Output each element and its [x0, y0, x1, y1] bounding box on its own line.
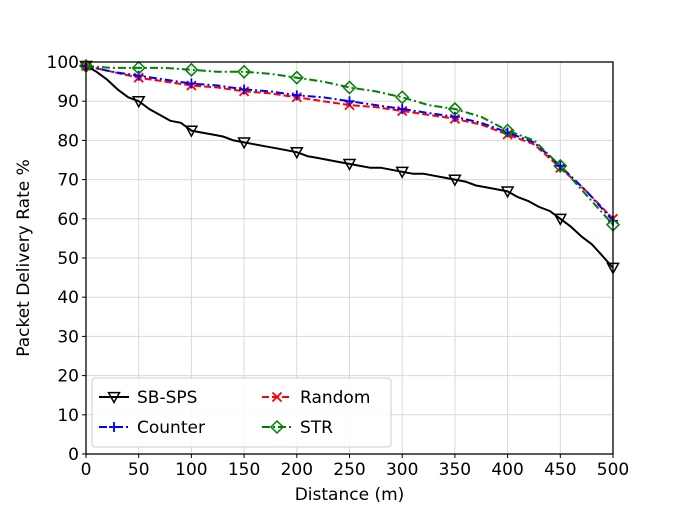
data-point-counter: [344, 96, 355, 107]
legend-marker: [107, 391, 121, 405]
x-tick-label: 250: [333, 460, 365, 480]
y-tick-label: 90: [57, 92, 79, 112]
y-tick-label: 30: [57, 327, 79, 347]
data-point-str: [447, 101, 462, 117]
series-line-str: [85, 64, 614, 226]
data-point-counter: [449, 111, 460, 122]
data-point-counter: [397, 104, 408, 115]
y-tick-label: 60: [57, 210, 79, 230]
legend-marker: [109, 422, 119, 432]
legend-line-sb-sps: [99, 391, 129, 405]
data-point-str: [237, 64, 252, 79]
data-point-str: [395, 90, 410, 105]
legend-line-random: [262, 391, 292, 403]
legend-marker: [271, 391, 283, 403]
y-tick-label: 20: [57, 367, 79, 387]
data-point-str: [553, 158, 568, 173]
x-tick-label: 200: [281, 460, 313, 480]
data-point-str: [131, 60, 146, 75]
data-point-sb-sps: [237, 137, 251, 150]
x-tick-label: 100: [175, 460, 207, 480]
legend-entry-sb-sps: SB-SPS: [99, 388, 197, 408]
y-tick-label: 70: [57, 171, 79, 191]
data-point-counter: [133, 70, 144, 81]
data-point-sb-sps: [448, 174, 462, 187]
legend-entry-counter: Counter: [99, 418, 205, 438]
data-point-sb-sps: [342, 158, 357, 171]
data-point-counter: [291, 90, 302, 101]
data-point-str: [184, 62, 199, 77]
legend: SB-SPS Random Counter STR: [91, 377, 392, 448]
legend-entry-random: Random: [262, 388, 370, 408]
series-layer: [78, 58, 621, 275]
series-line-sb-sps: [85, 65, 614, 269]
series-str: [78, 58, 621, 232]
data-point-str: [289, 70, 304, 85]
x-tick-label: 500: [597, 460, 629, 480]
y-tick-label: 100: [47, 53, 79, 73]
data-point-sb-sps: [290, 147, 304, 160]
legend-box: [91, 377, 392, 448]
y-tick-label: 50: [57, 249, 79, 269]
x-tick-label: 0: [81, 460, 92, 480]
data-point-sb-sps: [395, 166, 409, 179]
legend-entry-str: STR: [262, 418, 333, 438]
data-point-counter: [239, 84, 250, 95]
legend-line-counter: [99, 422, 129, 432]
x-tick-label: 350: [439, 460, 471, 480]
x-tick-label: 300: [386, 460, 418, 480]
legend-label-sb-sps: SB-SPS: [137, 388, 197, 408]
data-point-sb-sps: [500, 186, 515, 199]
x-tick-label: 150: [228, 460, 260, 480]
legend-label-counter: Counter: [137, 418, 205, 438]
x-axis-label: Distance (m): [295, 485, 405, 505]
x-tick-label: 450: [544, 460, 576, 480]
axis-ticks: 0 50 100 150 200 250 300 350 400 450 500 0 10 20 30 40 5…: [47, 53, 630, 480]
data-point-sb-sps: [184, 125, 199, 138]
legend-label-str: STR: [300, 418, 333, 438]
y-tick-label: 80: [57, 131, 79, 151]
data-point-str: [342, 80, 357, 95]
data-point-sb-sps: [131, 96, 146, 109]
data-point-sb-sps: [553, 213, 568, 226]
data-point-counter: [186, 78, 197, 89]
legend-marker: [269, 419, 285, 435]
x-tick-label: 400: [491, 460, 523, 480]
x-tick-label: 50: [128, 460, 150, 480]
data-point-str: [500, 123, 515, 138]
y-axis-label: Packet Delivery Rate %: [14, 159, 34, 357]
legend-line-str: [262, 419, 292, 435]
legend-label-random: Random: [300, 388, 370, 408]
y-tick-label: 0: [68, 445, 79, 465]
y-tick-label: 40: [57, 288, 79, 308]
y-tick-label: 10: [57, 406, 79, 426]
data-point-counter: [555, 160, 566, 171]
